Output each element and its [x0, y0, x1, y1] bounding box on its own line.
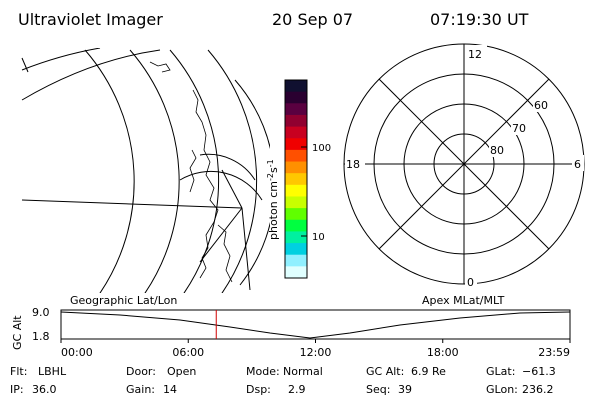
filter-value: LBHL: [38, 365, 67, 378]
xtick-label: 00:00: [61, 346, 93, 359]
lat-label-80: 80: [490, 144, 504, 157]
horizon-tick: [21, 57, 29, 73]
coastline: [192, 89, 219, 279]
mlt-label-0: 0: [467, 276, 474, 289]
colorbar-cell: [285, 126, 307, 139]
polar-caption: Apex MLat/MLT: [422, 294, 505, 307]
altitude-ytick-top: 9.0: [32, 306, 50, 319]
info-row-2: IP: 36.0 Gain: 14 Dsp: 2.9 Seq: 39 GLon:…: [10, 383, 554, 396]
latitude-arc: [169, 49, 220, 293]
colorbar-cell: [285, 114, 307, 128]
latitude-arc: [84, 49, 135, 293]
glon-value: 236.2: [522, 383, 554, 396]
ip-value: 36.0: [32, 383, 57, 396]
colorbar-cell: [285, 219, 307, 232]
altitude-ylabel: GC Alt: [11, 315, 24, 350]
altitude-plot-frame: [60, 309, 571, 340]
coastline: [149, 61, 171, 73]
colorbar-cell: [285, 103, 307, 116]
mlt-label-18: 18: [346, 158, 360, 171]
mlt-line: [378, 78, 550, 250]
colorbar-cell: [285, 231, 307, 244]
gain-label: Gain:: [126, 383, 155, 396]
geographic-map: [21, 48, 270, 293]
polar-labels: 12 0 18 6 60 70 80: [345, 45, 584, 289]
colorbar-cell: [285, 243, 307, 256]
meridian-line: [221, 169, 243, 209]
colorbar-cell: [285, 80, 307, 93]
gc-alt-label: GC Alt:: [366, 365, 404, 378]
meridian-line: [21, 199, 243, 209]
lat-label-70: 70: [512, 122, 526, 135]
colorbar-tick-label: 10: [312, 232, 325, 243]
colorbar-cell: [285, 91, 307, 104]
glat-value: −61.3: [522, 365, 556, 378]
colorbar-unit-label: photon cm-2s-1: [266, 159, 280, 240]
filter-label: Flt:: [10, 365, 27, 378]
door-value: Open: [167, 365, 196, 378]
pole-circle: [179, 170, 263, 201]
coastline: [217, 224, 233, 283]
colorbar-tick-label: 100: [312, 143, 331, 154]
unit-s: s: [267, 167, 280, 173]
colorbar-cell: [285, 184, 307, 197]
unit-exp: -1: [266, 159, 275, 167]
mode-value: Normal: [283, 365, 323, 378]
altitude-ytick-bottom: 1.8: [32, 330, 50, 343]
info-row-1: Flt: LBHL Door: Open Mode: Normal GC Alt…: [10, 365, 556, 378]
meridian-line: [199, 207, 243, 263]
colorbar-frame: [284, 79, 308, 279]
door-label: Door:: [126, 365, 156, 378]
colorbar-cells: [285, 80, 307, 279]
meridian-line: [241, 207, 251, 291]
latitude-arc: [129, 49, 180, 293]
outer-arc: [21, 49, 161, 101]
xtick-label: 18:00: [427, 346, 459, 359]
colorbar-cell: [285, 196, 307, 209]
glat-label: GLat:: [486, 365, 515, 378]
xtick-label: 23:59: [538, 346, 570, 359]
map-caption: Geographic Lat/Lon: [70, 294, 177, 307]
lat-label-60: 60: [534, 99, 548, 112]
colorbar-cell: [285, 208, 307, 221]
outer-arc: [21, 48, 101, 71]
ip-label: IP:: [10, 383, 24, 396]
colorbar-cell: [285, 161, 307, 174]
gc-alt-value: 6.9 Re: [411, 365, 446, 378]
date-label: 20 Sep 07: [272, 10, 353, 29]
gain-value: 14: [163, 383, 177, 396]
colorbar: 100 10 photon cm-2s-1: [266, 79, 331, 279]
altitude-xticks: 00:00 06:00 12:00 18:00 23:59: [60, 339, 571, 359]
xtick-label: 06:00: [172, 346, 204, 359]
colorbar-cell: [285, 149, 307, 163]
seq-value: 39: [398, 383, 412, 396]
glon-label: GLon:: [486, 383, 518, 396]
pole-circle: [199, 153, 256, 181]
coastline: [189, 149, 197, 193]
altitude-plot: GC Alt 9.0 1.8 00:00 06:00 12:00 18:00 23:59: [11, 306, 571, 359]
xtick-label: 12:00: [300, 346, 332, 359]
latitude-arc: [207, 49, 258, 293]
seq-label: Seq:: [366, 383, 390, 396]
unit-exp: -2: [266, 173, 275, 181]
colorbar-cell: [285, 266, 307, 279]
mlt-label-12: 12: [468, 48, 482, 61]
colorbar-cell: [285, 173, 307, 186]
mode-label: Mode:: [246, 365, 280, 378]
latitude-arc: [234, 79, 270, 286]
dsp-value: 2.9: [288, 383, 306, 396]
altitude-curve: [60, 311, 571, 339]
unit-main: photon cm: [267, 181, 280, 240]
time-label: 07:19:30 UT: [430, 10, 529, 29]
polar-dial: [343, 43, 585, 285]
instrument-title: Ultraviolet Imager: [18, 10, 163, 29]
dsp-label: Dsp:: [246, 383, 271, 396]
colorbar-cell: [285, 254, 307, 267]
colorbar-cell: [285, 138, 307, 151]
mlt-label-6: 6: [574, 158, 581, 171]
